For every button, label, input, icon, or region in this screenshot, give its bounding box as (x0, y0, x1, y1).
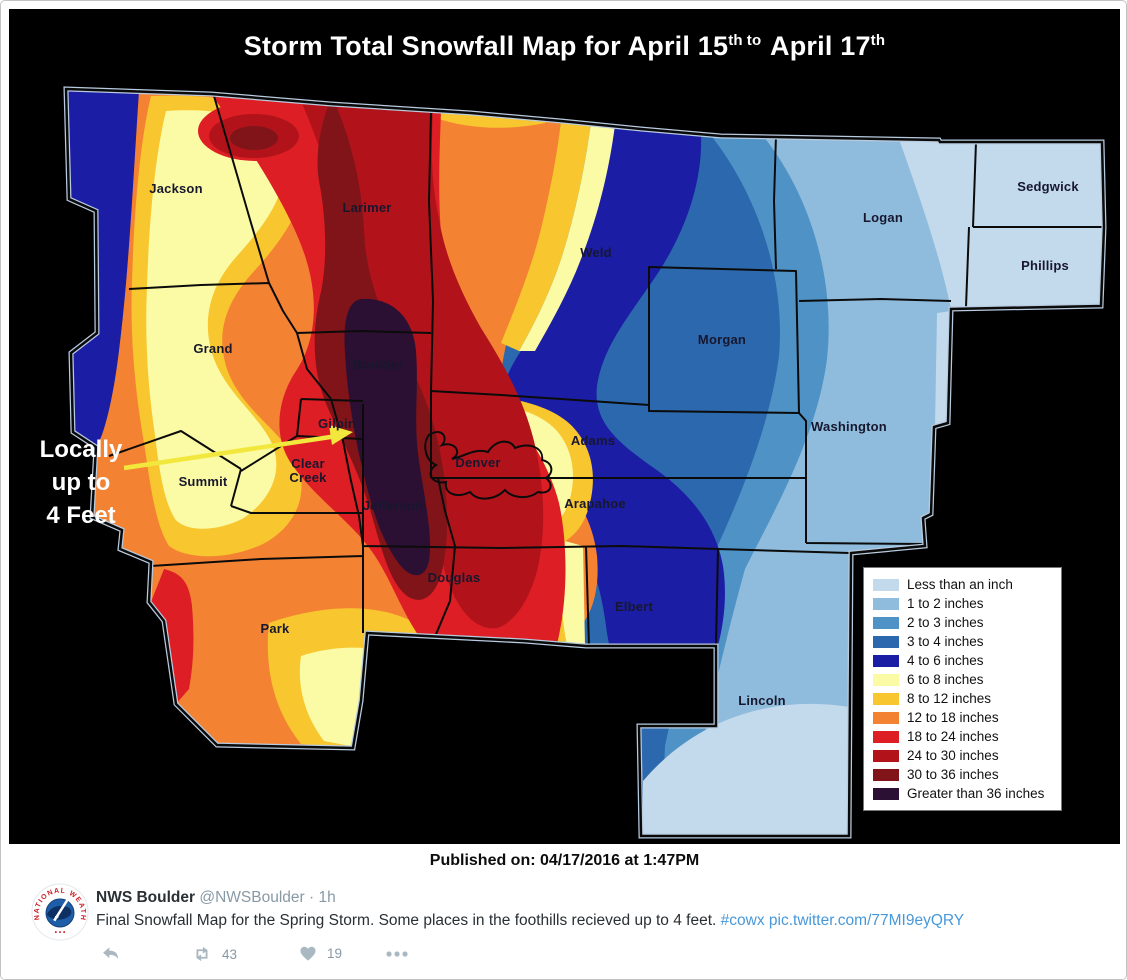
retweet-count: 43 (222, 946, 238, 962)
legend-swatch (873, 787, 899, 800)
county-label: Sedgwick (1017, 179, 1079, 194)
tweet-timestamp[interactable]: 1h (318, 889, 336, 906)
legend-item: 3 to 4 inches (873, 632, 1051, 651)
legend-item: 2 to 3 inches (873, 613, 1051, 632)
legend-item: 30 to 36 inches (873, 765, 1051, 784)
county-label: Boulder (352, 357, 404, 372)
legend-label: 4 to 6 inches (907, 653, 984, 668)
county-label: Morgan (697, 332, 747, 347)
county-label: Park (260, 621, 290, 636)
like-count: 19 (327, 946, 343, 961)
legend-label: 12 to 18 inches (907, 710, 999, 725)
hashtag-link[interactable]: #cowx (720, 912, 765, 929)
published-text: Published on: 04/17/2016 at 1:47PM (429, 852, 700, 869)
legend-swatch (873, 768, 899, 781)
reply-button[interactable] (101, 944, 121, 964)
county-label: Clear Creek (289, 456, 327, 485)
county-label: Denver (455, 455, 501, 470)
legend-label: 30 to 36 inches (907, 767, 999, 782)
legend-item: 8 to 12 inches (873, 689, 1051, 708)
more-icon (386, 951, 408, 957)
map-legend: Less than an inch 1 to 2 inches 2 to 3 inc… (863, 567, 1062, 811)
legend-swatch (873, 711, 899, 724)
legend-swatch (873, 673, 899, 686)
county-label: Arapahoe (564, 496, 626, 511)
tweet-handle[interactable]: @NWSBoulder (199, 889, 305, 906)
map-title: Storm Total Snowfall Map for April 15th t… (243, 31, 886, 61)
annotation-arrow (123, 425, 353, 471)
legend-swatch (873, 749, 899, 762)
retweet-icon (196, 946, 208, 962)
like-button[interactable]: 19 (298, 944, 342, 963)
legend-swatch (873, 692, 899, 705)
county-label: Grand (193, 341, 233, 356)
legend-item: 4 to 6 inches (873, 651, 1051, 670)
county-label: Lincoln (738, 693, 786, 708)
annotation-text: Locally up to 4 Feet (39, 436, 123, 529)
legend-item: 18 to 24 inches (873, 727, 1051, 746)
tweet-text: Final Snowfall Map for the Spring Storm.… (96, 912, 965, 929)
legend-item: Greater than 36 inches (873, 784, 1051, 803)
county-label: Weld (580, 245, 612, 260)
legend-item: 24 to 30 inches (873, 746, 1051, 765)
svg-text:• • •: • • • (55, 929, 66, 936)
legend-item: 6 to 8 inches (873, 670, 1051, 689)
legend-label: 2 to 3 inches (907, 615, 984, 630)
reply-icon (103, 947, 119, 959)
snowfall-map-image[interactable]: Storm Total Snowfall Map for April 15th t… (9, 9, 1120, 844)
legend-swatch (873, 597, 899, 610)
legend-label: 24 to 30 inches (907, 748, 999, 763)
legend-label: Greater than 36 inches (907, 786, 1045, 801)
county-label: Phillips (1021, 258, 1069, 273)
tweet-actions: 43 19 (96, 944, 596, 966)
legend-swatch (873, 730, 899, 743)
legend-swatch (873, 635, 899, 648)
legend-swatch (873, 616, 899, 629)
legend-item: 1 to 2 inches (873, 594, 1051, 613)
legend-label: 1 to 2 inches (907, 596, 984, 611)
more-button[interactable] (384, 944, 410, 964)
retweet-button[interactable]: 43 (191, 944, 237, 964)
county-label: Summit (178, 474, 228, 489)
legend-item: 12 to 18 inches (873, 708, 1051, 727)
county-label: Logan (863, 210, 903, 225)
tweet-author[interactable]: NWS Boulder (96, 889, 196, 906)
county-label: Elbert (614, 599, 654, 614)
legend-label: 18 to 24 inches (907, 729, 999, 744)
legend-label: 3 to 4 inches (907, 634, 984, 649)
legend-swatch (873, 654, 899, 667)
county-label: Jefferson (362, 498, 424, 513)
county-label: Washington (811, 419, 887, 434)
legend-label: 6 to 8 inches (907, 672, 984, 687)
county-label: Larimer (342, 200, 392, 215)
legend-swatch (873, 578, 899, 591)
county-label: Gilpin (317, 416, 357, 431)
county-label: Jackson (149, 181, 203, 196)
legend-label: Less than an inch (907, 577, 1013, 592)
published-strip: Published on: 04/17/2016 at 1:47PM (9, 844, 1120, 878)
county-label: Adams (570, 433, 616, 448)
heart-icon (300, 946, 316, 961)
legend-item: Less than an inch (873, 575, 1051, 594)
county-label: Douglas (427, 570, 481, 585)
legend-label: 8 to 12 inches (907, 691, 992, 706)
avatar[interactable]: NATIONAL WEATHER SERVICE • • • (31, 883, 89, 941)
media-link[interactable]: pic.twitter.com/77MI9eyQRY (768, 912, 965, 929)
tweet: NATIONAL WEATHER SERVICE • • • NWS Bould… (1, 878, 1126, 979)
